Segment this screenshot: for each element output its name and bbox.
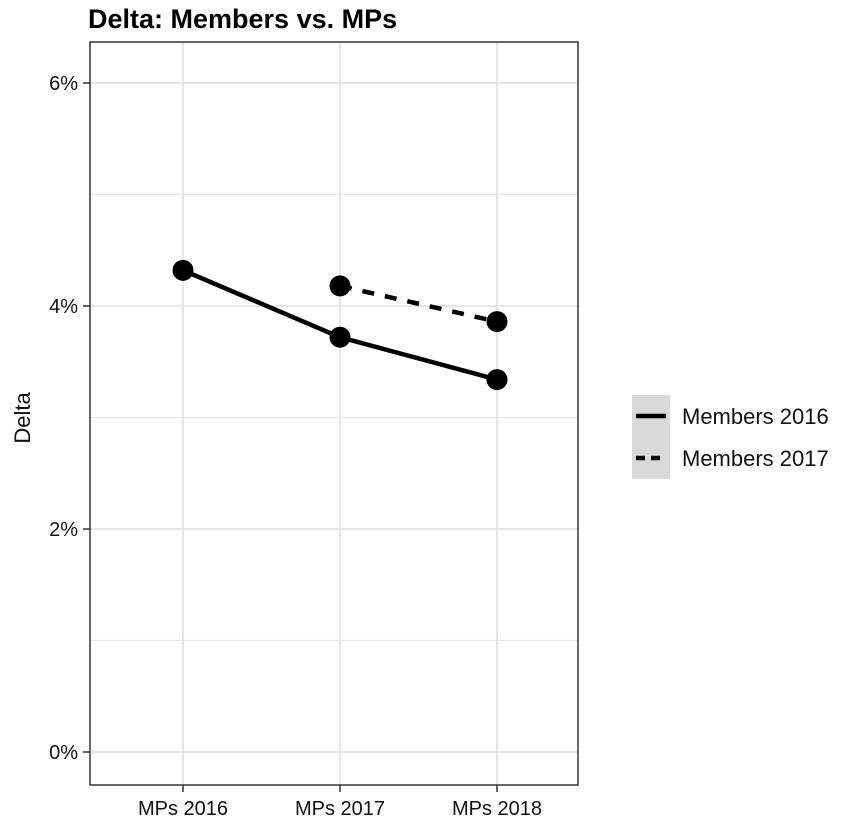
y-tick-label: 2% (49, 519, 78, 541)
plot-panel-border (89, 41, 579, 786)
legend-label: Members 2016 (682, 404, 829, 429)
x-tick-label: MPs 2017 (295, 798, 385, 820)
chart-title: Delta: Members vs. MPs (88, 4, 398, 34)
data-point-series-1 (172, 259, 194, 281)
series-line-2 (339, 283, 498, 324)
legend: Members 2016 Members 2017 (632, 395, 829, 479)
grid-lines (90, 42, 578, 785)
data-point-series-2 (329, 275, 351, 297)
x-tick-label: MPs 2016 (138, 798, 228, 820)
y-tick-label: 6% (49, 73, 78, 95)
data-points (172, 259, 508, 391)
data-point-series-1 (329, 326, 351, 348)
y-tick-label: 0% (49, 742, 78, 764)
y-tick-label: 4% (49, 296, 78, 318)
x-tick-label: MPs 2018 (452, 798, 542, 820)
y-axis-title: Delta (10, 392, 35, 444)
axes: 0% 2% 4% 6% MPs 2016 MPs 2017 MPs 2018 (49, 73, 542, 820)
data-point-series-1 (486, 369, 508, 391)
data-point-series-2 (486, 311, 508, 333)
legend-label: Members 2017 (682, 446, 829, 471)
